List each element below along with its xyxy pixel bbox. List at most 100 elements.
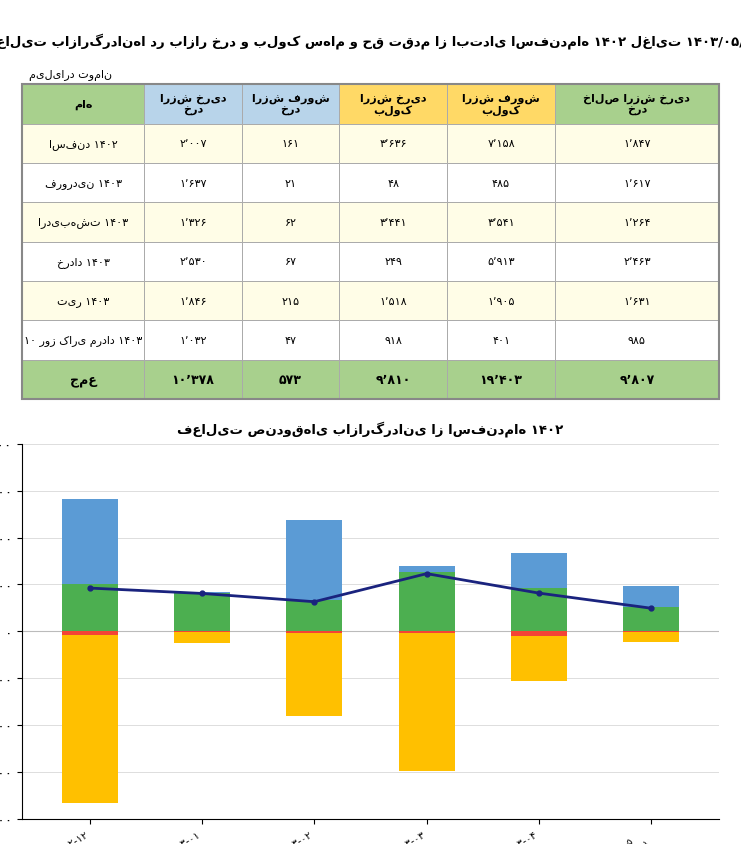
- FancyBboxPatch shape: [339, 282, 447, 321]
- Text: ۹۸۵: ۹۸۵: [628, 336, 646, 345]
- Text: ۱۰ روز کاری مرداد ۱۴۰۳: ۱۰ روز کاری مرداد ۱۴۰۳: [24, 335, 142, 346]
- Bar: [286, 633, 342, 716]
- FancyBboxPatch shape: [339, 85, 447, 124]
- FancyBboxPatch shape: [242, 242, 339, 282]
- Text: ۴۸۵: ۴۸۵: [492, 178, 510, 188]
- Bar: [511, 631, 567, 636]
- FancyBboxPatch shape: [242, 203, 339, 242]
- Bar: [62, 631, 118, 636]
- Text: خالص ارزش خرید
خرد: خالص ارزش خرید خرد: [583, 94, 691, 116]
- FancyBboxPatch shape: [22, 360, 144, 399]
- FancyBboxPatch shape: [242, 124, 339, 164]
- FancyBboxPatch shape: [22, 321, 144, 360]
- FancyBboxPatch shape: [242, 282, 339, 321]
- Text: ارزش فروش
بلوک: ارزش فروش بلوک: [462, 94, 540, 116]
- Text: ۱٬۹۰۵: ۱٬۹۰۵: [488, 296, 515, 306]
- FancyBboxPatch shape: [339, 321, 447, 360]
- Text: ۲٬۵۳۰: ۲٬۵۳۰: [179, 257, 207, 267]
- Text: ۴۰۱: ۴۰۱: [492, 336, 510, 345]
- FancyBboxPatch shape: [447, 321, 555, 360]
- Text: ۲۱۵: ۲۱۵: [282, 296, 299, 306]
- Text: ۱٬۵۱۸: ۱٬۵۱۸: [379, 296, 407, 306]
- FancyBboxPatch shape: [144, 321, 242, 360]
- FancyBboxPatch shape: [555, 124, 719, 164]
- Text: ارزش خرید
خرد: ارزش خرید خرد: [159, 94, 226, 116]
- Text: ۲٬۰۰۷: ۲٬۰۰۷: [179, 139, 207, 149]
- Text: جمع: جمع: [70, 373, 96, 387]
- Bar: [174, 632, 230, 643]
- FancyBboxPatch shape: [339, 124, 447, 164]
- Text: اسفند ۱۴۰۲: اسفند ۱۴۰۲: [49, 138, 118, 149]
- FancyBboxPatch shape: [555, 282, 719, 321]
- Text: ۱٬۳۲۶: ۱٬۳۲۶: [179, 218, 207, 228]
- Text: ارزش خرید
بلوک: ارزش خرید بلوک: [360, 94, 427, 116]
- Bar: [511, 636, 567, 681]
- Bar: [623, 586, 679, 608]
- Bar: [286, 631, 342, 633]
- Text: ۴۸: ۴۸: [387, 178, 399, 188]
- FancyBboxPatch shape: [447, 124, 555, 164]
- Text: ۱٬۸۴۷: ۱٬۸۴۷: [623, 139, 651, 149]
- Text: خرداد ۱۴۰۳: خرداد ۱۴۰۳: [57, 257, 110, 268]
- Bar: [286, 601, 342, 631]
- Text: تیر ۱۴۰۳: تیر ۱۴۰۳: [57, 296, 110, 306]
- FancyBboxPatch shape: [144, 203, 242, 242]
- Text: ۲۱: ۲۱: [285, 178, 296, 188]
- Text: ۱۰٬۳۷۸: ۱۰٬۳۷۸: [171, 373, 214, 387]
- FancyBboxPatch shape: [339, 242, 447, 282]
- FancyBboxPatch shape: [22, 242, 144, 282]
- FancyBboxPatch shape: [447, 360, 555, 399]
- Bar: [62, 500, 118, 585]
- Text: ۹۱۸: ۹۱۸: [384, 336, 402, 345]
- FancyBboxPatch shape: [447, 203, 555, 242]
- FancyBboxPatch shape: [555, 203, 719, 242]
- FancyBboxPatch shape: [447, 85, 555, 124]
- Text: فعالیت بازارگردان‌ها در بازار خرد و بلوک سهام و حق تقدم از ابتدای اسفندماه ۱۴۰۲ : فعالیت بازارگردان‌ها در بازار خرد و بلوک…: [0, 33, 741, 49]
- FancyBboxPatch shape: [339, 360, 447, 399]
- FancyBboxPatch shape: [22, 203, 144, 242]
- FancyBboxPatch shape: [555, 85, 719, 124]
- Bar: [399, 633, 455, 771]
- Text: ۳٬۶۳۶: ۳٬۶۳۶: [379, 139, 407, 149]
- Text: اردیبهشت ۱۴۰۳: اردیبهشت ۱۴۰۳: [38, 217, 128, 228]
- FancyBboxPatch shape: [242, 321, 339, 360]
- Text: ماه: ماه: [74, 100, 93, 110]
- Text: میلیارد تومان: میلیارد تومان: [29, 70, 113, 81]
- FancyBboxPatch shape: [22, 164, 144, 203]
- FancyBboxPatch shape: [555, 321, 719, 360]
- FancyBboxPatch shape: [242, 85, 339, 124]
- FancyBboxPatch shape: [22, 85, 144, 124]
- Text: ۱٬۲۶۴: ۱٬۲۶۴: [623, 218, 651, 228]
- Bar: [623, 631, 679, 633]
- Text: ۴۷: ۴۷: [285, 336, 296, 345]
- Bar: [62, 585, 118, 631]
- FancyBboxPatch shape: [144, 360, 242, 399]
- Bar: [399, 566, 455, 572]
- Bar: [174, 592, 230, 593]
- Bar: [399, 572, 455, 631]
- FancyBboxPatch shape: [144, 282, 242, 321]
- Bar: [511, 588, 567, 631]
- Text: ۶۷: ۶۷: [285, 257, 296, 267]
- FancyBboxPatch shape: [144, 242, 242, 282]
- FancyBboxPatch shape: [242, 360, 339, 399]
- Text: ۵۷۳: ۵۷۳: [279, 373, 302, 387]
- FancyBboxPatch shape: [22, 282, 144, 321]
- FancyBboxPatch shape: [339, 203, 447, 242]
- Bar: [62, 636, 118, 803]
- Bar: [511, 553, 567, 588]
- Text: ۱۹٬۴۰۳: ۱۹٬۴۰۳: [479, 373, 522, 387]
- FancyBboxPatch shape: [339, 164, 447, 203]
- Text: ۵٬۹۱۳: ۵٬۹۱۳: [488, 257, 515, 267]
- Bar: [286, 520, 342, 601]
- Bar: [623, 633, 679, 642]
- FancyBboxPatch shape: [447, 164, 555, 203]
- Title: فعالیت صندوق‌های بازارگردانی از اسفندماه ۱۴۰۲: فعالیت صندوق‌های بازارگردانی از اسفندماه…: [177, 421, 564, 437]
- Bar: [623, 608, 679, 631]
- Text: ۱٬۶۳۱: ۱٬۶۳۱: [623, 296, 651, 306]
- Text: ۹٬۸۰۷: ۹٬۸۰۷: [619, 373, 654, 387]
- Text: ۲۴۹: ۲۴۹: [384, 257, 402, 267]
- Text: ۳٬۴۴۱: ۳٬۴۴۱: [379, 218, 407, 228]
- FancyBboxPatch shape: [555, 242, 719, 282]
- Text: ۱٬۸۴۶: ۱٬۸۴۶: [179, 296, 207, 306]
